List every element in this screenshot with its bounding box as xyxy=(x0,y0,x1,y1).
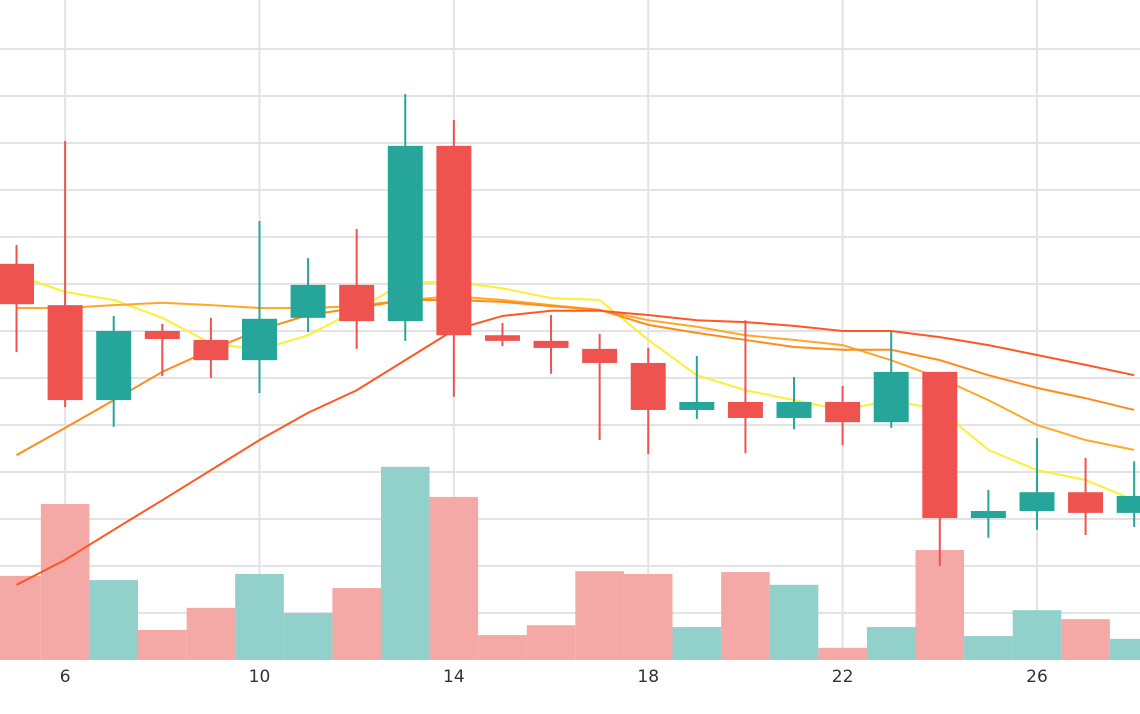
candle-body xyxy=(873,371,909,423)
candle-body xyxy=(776,401,812,418)
candle-body xyxy=(1068,492,1104,513)
volume-bar xyxy=(235,573,284,660)
x-tick-label: 6 xyxy=(60,667,71,687)
volume-bar xyxy=(186,607,236,660)
volume-bar xyxy=(575,571,624,660)
x-tick-label: 14 xyxy=(443,667,465,687)
candle-body xyxy=(630,362,666,410)
candle-body xyxy=(825,401,861,423)
x-tick-label: 22 xyxy=(832,667,854,687)
candle-body xyxy=(0,263,35,305)
candle-body xyxy=(970,511,1006,519)
volume-bar xyxy=(429,496,479,660)
candle-body xyxy=(1116,495,1140,513)
x-tick-label: 10 xyxy=(249,667,271,687)
candle-body xyxy=(679,401,715,410)
volume-bar xyxy=(623,573,673,660)
volume-bar xyxy=(526,625,576,660)
moving-average-line xyxy=(16,309,1135,586)
volume-bar xyxy=(866,627,916,660)
volume-bar xyxy=(138,629,187,660)
volume-bar xyxy=(332,588,381,660)
x-tick-label: 26 xyxy=(1026,667,1048,687)
candle-body xyxy=(241,318,277,361)
candle-body xyxy=(727,401,763,418)
volume-bar xyxy=(818,647,867,660)
volume-bar xyxy=(1012,610,1062,660)
candle-body xyxy=(1019,492,1055,512)
moving-average-line xyxy=(16,295,1135,451)
candle-body xyxy=(533,340,569,348)
candle-body xyxy=(144,331,180,339)
volume-bar xyxy=(1061,619,1110,660)
volume-bar xyxy=(1109,638,1140,660)
volume-bar xyxy=(915,550,965,660)
volume-bar xyxy=(478,635,527,660)
volume-bar xyxy=(40,503,90,660)
volume-bar xyxy=(672,627,722,660)
volume-bar xyxy=(283,613,333,660)
volume-bar xyxy=(964,636,1013,660)
candle-body xyxy=(96,331,132,401)
candle-body xyxy=(193,339,229,361)
candle-body xyxy=(922,371,958,519)
volume-bar xyxy=(89,580,139,660)
candle-body xyxy=(582,348,618,363)
volume-bar xyxy=(380,466,430,660)
volume-bar xyxy=(769,584,819,660)
volume-bar xyxy=(721,572,770,660)
candle-body xyxy=(290,284,326,318)
x-tick-label: 18 xyxy=(637,667,659,687)
candle-body xyxy=(339,284,375,322)
volume-bar xyxy=(0,575,41,660)
candle-body xyxy=(484,335,520,341)
candle-body xyxy=(387,145,423,322)
candle-body xyxy=(436,145,472,336)
candle-body xyxy=(47,305,83,401)
